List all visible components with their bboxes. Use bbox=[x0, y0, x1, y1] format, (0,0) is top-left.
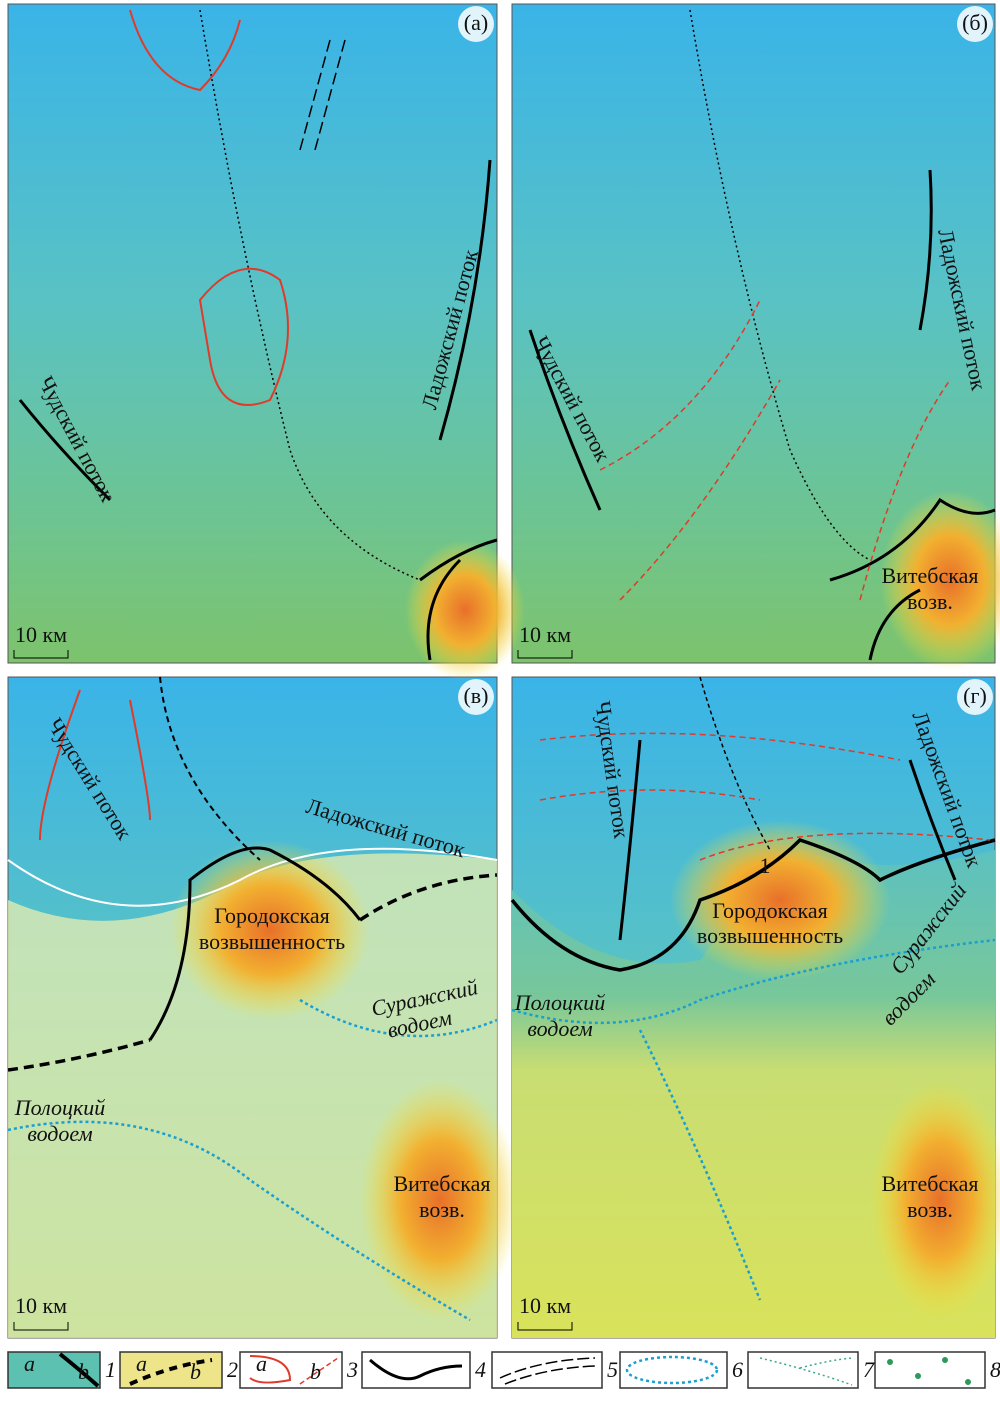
scale-label: 10 км bbox=[519, 1293, 571, 1318]
map-label: Витебская bbox=[393, 1171, 490, 1196]
legend-sub-label: a bbox=[24, 1351, 35, 1376]
legend-number: 3 bbox=[346, 1357, 358, 1382]
legend-box bbox=[362, 1352, 470, 1388]
legend-sub-label: b bbox=[310, 1359, 321, 1384]
legend-number: 8 bbox=[990, 1357, 1000, 1382]
map-label: Городокская bbox=[712, 898, 828, 923]
map-label: 1 bbox=[760, 853, 771, 878]
hill bbox=[405, 540, 525, 680]
legend-number: 4 bbox=[475, 1357, 486, 1382]
map-label: возвышенность bbox=[199, 929, 345, 954]
legend-number: 7 bbox=[863, 1357, 875, 1382]
legend-sub-label: a bbox=[136, 1351, 147, 1376]
legend-sub-label: b bbox=[190, 1359, 201, 1384]
figure: (а)10 кмЧудский потокЛадожский поток(б)1… bbox=[0, 0, 1000, 1398]
legend-number: 5 bbox=[607, 1357, 618, 1382]
map-label: водоем bbox=[527, 1016, 592, 1041]
map-label: Полоцкий bbox=[14, 1095, 106, 1120]
legend-number: 1 bbox=[105, 1357, 116, 1382]
panel-label: (а) bbox=[464, 10, 488, 35]
panel-label: (в) bbox=[463, 683, 488, 708]
legend-box bbox=[620, 1352, 727, 1388]
legend-number: 2 bbox=[227, 1357, 238, 1382]
map-label: возвышенность bbox=[697, 923, 843, 948]
map-label: Полоцкий bbox=[514, 990, 606, 1015]
map-label: Городокская bbox=[214, 903, 330, 928]
panel-label: (б) bbox=[962, 10, 988, 35]
map-label: водоем bbox=[27, 1121, 92, 1146]
scale-label: 10 км bbox=[519, 622, 571, 647]
scale-label: 10 км bbox=[15, 1293, 67, 1318]
map-label: возв. bbox=[907, 1197, 953, 1222]
map-label: Витебская bbox=[881, 563, 978, 588]
map-label: Витебская bbox=[881, 1171, 978, 1196]
panel-label: (г) bbox=[963, 683, 987, 708]
legend-boxes bbox=[8, 1352, 985, 1388]
legend-box bbox=[748, 1352, 858, 1388]
legend-sub-label: a bbox=[256, 1351, 267, 1376]
legend-sub-label: b bbox=[78, 1359, 89, 1384]
scale-label: 10 км bbox=[15, 622, 67, 647]
map-label: возв. bbox=[419, 1197, 465, 1222]
legend-number: 6 bbox=[732, 1357, 743, 1382]
map-label: возв. bbox=[907, 589, 953, 614]
